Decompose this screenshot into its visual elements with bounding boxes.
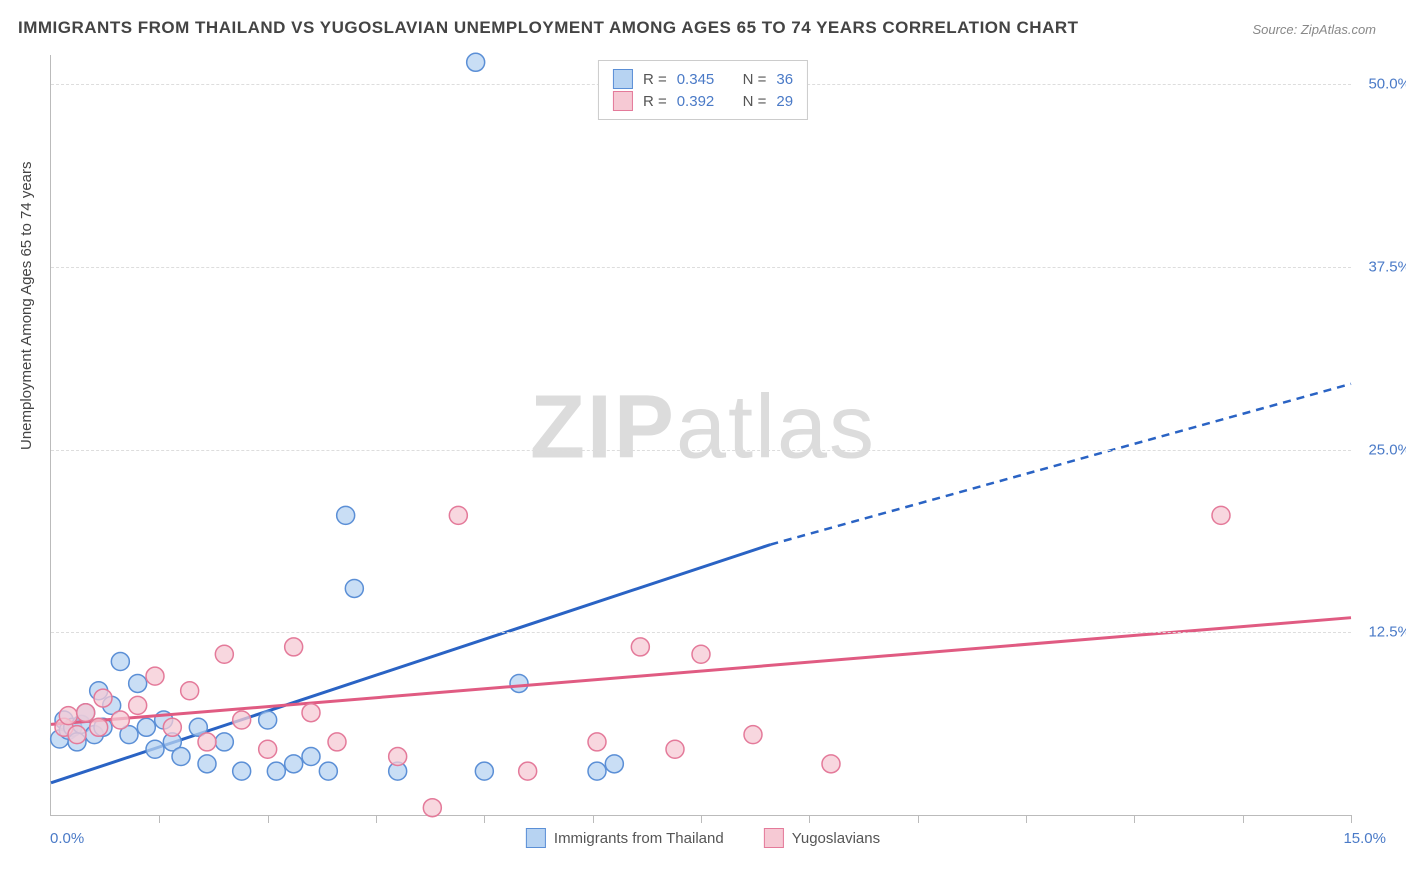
legend-item-yugoslavia: Yugoslavians — [764, 828, 880, 848]
swatch-icon — [526, 828, 546, 848]
legend-row-thailand: R = 0.345 N = 36 — [613, 69, 793, 89]
legend-label: Yugoslavians — [792, 830, 880, 847]
n-value-yugoslavia: 29 — [776, 93, 793, 110]
chart-title: IMMIGRANTS FROM THAILAND VS YUGOSLAVIAN … — [18, 18, 1079, 38]
y-tick-label: 12.5% — [1368, 624, 1406, 641]
y-tick-label: 25.0% — [1368, 441, 1406, 458]
swatch-thailand — [613, 69, 633, 89]
legend-label: Immigrants from Thailand — [554, 830, 724, 847]
y-axis-label: Unemployment Among Ages 65 to 74 years — [18, 161, 35, 450]
y-tick-label: 37.5% — [1368, 258, 1406, 275]
r-value-thailand: 0.345 — [677, 71, 715, 88]
y-tick-label: 50.0% — [1368, 76, 1406, 93]
source-attribution: Source: ZipAtlas.com — [1252, 22, 1376, 37]
chart-svg — [51, 55, 1351, 815]
legend-row-yugoslavia: R = 0.392 N = 29 — [613, 91, 793, 111]
x-axis-min-label: 0.0% — [50, 830, 84, 847]
n-value-thailand: 36 — [776, 71, 793, 88]
plot-area: 12.5%25.0%37.5%50.0% — [50, 55, 1351, 816]
legend-item-thailand: Immigrants from Thailand — [526, 828, 724, 848]
r-value-yugoslavia: 0.392 — [677, 93, 715, 110]
swatch-yugoslavia — [613, 91, 633, 111]
correlation-legend: R = 0.345 N = 36 R = 0.392 N = 29 — [598, 60, 808, 120]
series-legend: Immigrants from Thailand Yugoslavians — [526, 828, 880, 848]
swatch-icon — [764, 828, 784, 848]
x-axis-max-label: 15.0% — [1343, 830, 1386, 847]
